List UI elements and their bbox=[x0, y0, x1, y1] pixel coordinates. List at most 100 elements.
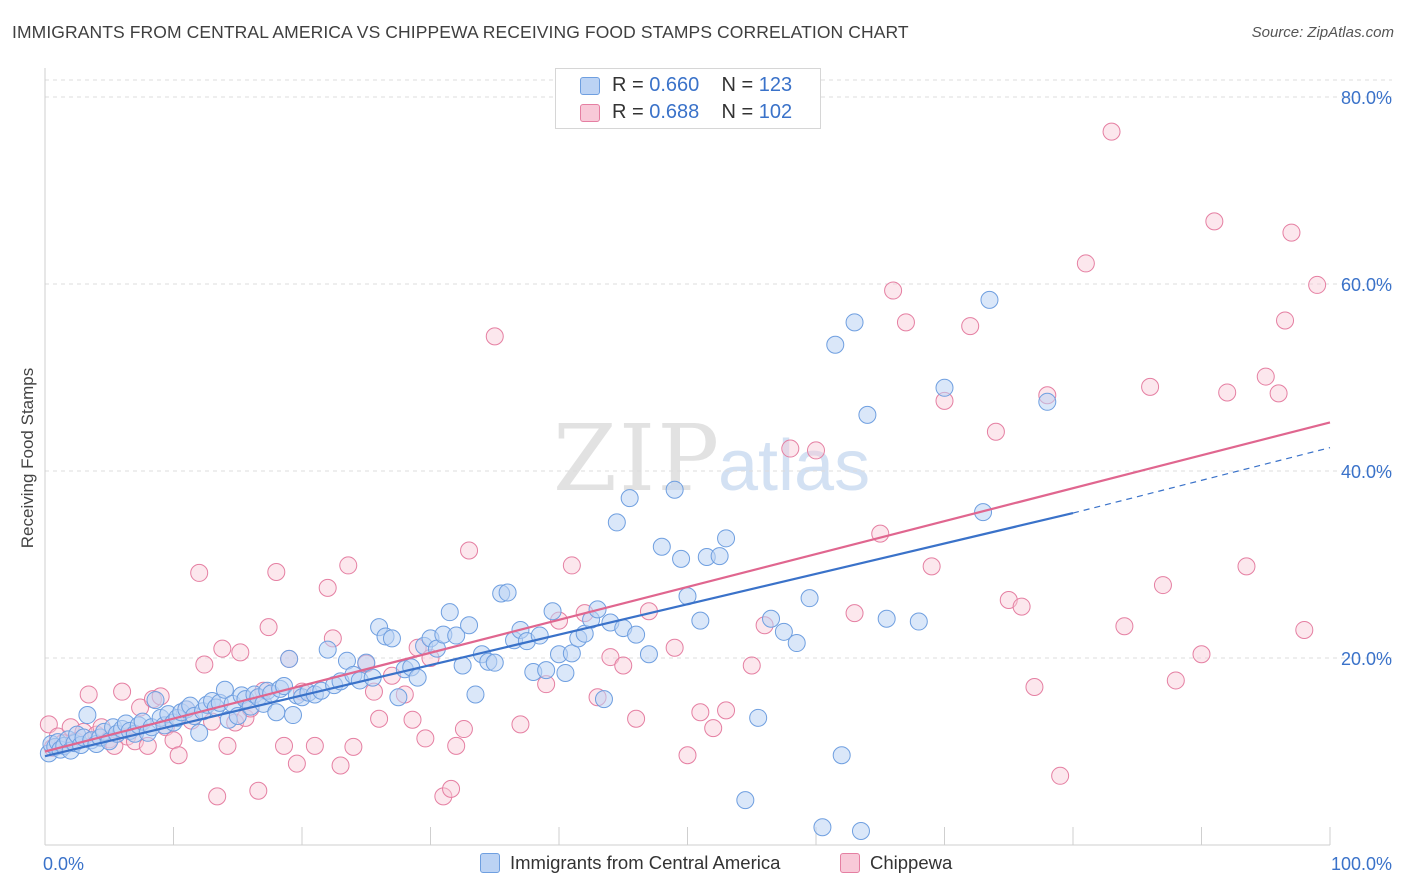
point-central-america bbox=[620, 489, 639, 508]
point-central-america bbox=[389, 688, 408, 707]
point-chippewa bbox=[1141, 377, 1160, 396]
point-chippewa bbox=[986, 422, 1005, 441]
point-central-america bbox=[672, 549, 691, 568]
watermark-atlas: atlas bbox=[718, 426, 870, 506]
point-central-america bbox=[652, 537, 671, 556]
point-chippewa bbox=[665, 638, 684, 657]
legend-r-label: R = bbox=[612, 74, 644, 96]
point-central-america bbox=[762, 609, 781, 628]
series-legend-pink[interactable]: Chippewa bbox=[840, 852, 952, 876]
point-chippewa bbox=[485, 327, 504, 346]
point-central-america bbox=[858, 405, 877, 424]
point-chippewa bbox=[305, 736, 324, 755]
point-central-america bbox=[318, 640, 337, 659]
legend-swatch-blue bbox=[580, 77, 600, 95]
point-central-america bbox=[691, 611, 710, 630]
point-chippewa bbox=[781, 439, 800, 458]
point-chippewa bbox=[704, 719, 723, 738]
legend-r-label: R = bbox=[612, 101, 644, 123]
point-chippewa bbox=[218, 736, 237, 755]
point-chippewa bbox=[627, 709, 646, 728]
point-central-america bbox=[215, 680, 234, 699]
point-central-america bbox=[146, 691, 165, 710]
point-chippewa bbox=[195, 655, 214, 674]
point-chippewa bbox=[442, 779, 461, 798]
point-central-america bbox=[78, 706, 97, 725]
point-chippewa bbox=[79, 685, 98, 704]
point-chippewa bbox=[601, 648, 620, 667]
y-tick-label: 80.0% bbox=[1341, 88, 1392, 108]
source-link[interactable]: ZipAtlas.com bbox=[1307, 24, 1394, 41]
point-central-america bbox=[717, 529, 736, 548]
point-central-america bbox=[826, 335, 845, 354]
point-chippewa bbox=[1276, 311, 1295, 330]
point-chippewa bbox=[213, 639, 232, 658]
point-chippewa bbox=[259, 618, 278, 637]
point-chippewa bbox=[922, 557, 941, 576]
trendline-chippewa bbox=[44, 421, 1331, 753]
point-central-america bbox=[749, 708, 768, 727]
y-tick-label: 60.0% bbox=[1341, 275, 1392, 295]
point-central-america bbox=[280, 649, 299, 668]
point-chippewa bbox=[416, 729, 435, 748]
point-chippewa bbox=[113, 682, 132, 701]
legend-n-label: N = bbox=[721, 101, 754, 123]
legend-swatch-pink bbox=[580, 104, 600, 122]
chart-title: IMMIGRANTS FROM CENTRAL AMERICA VS CHIPP… bbox=[12, 22, 909, 42]
point-chippewa bbox=[1282, 223, 1301, 242]
point-chippewa bbox=[275, 736, 294, 755]
legend-n-label: N = bbox=[721, 74, 754, 96]
point-chippewa bbox=[742, 656, 761, 675]
point-central-america bbox=[909, 612, 928, 631]
point-central-america bbox=[1038, 392, 1057, 411]
legend-n-value: 123 bbox=[758, 74, 793, 96]
point-chippewa bbox=[339, 556, 358, 575]
point-central-america bbox=[813, 818, 832, 837]
point-chippewa bbox=[318, 578, 337, 597]
correlation-legend: R = 0.660 N = 123 R = 0.688 N = 102 bbox=[555, 68, 821, 129]
point-chippewa bbox=[190, 563, 209, 582]
point-central-america bbox=[485, 653, 504, 672]
source-attribution: Source: ZipAtlas.com bbox=[1252, 24, 1394, 41]
point-chippewa bbox=[287, 754, 306, 773]
point-central-america bbox=[562, 644, 581, 663]
series-legend-blue[interactable]: Immigrants from Central America bbox=[480, 852, 780, 876]
point-central-america bbox=[845, 313, 864, 332]
point-chippewa bbox=[267, 562, 286, 581]
point-chippewa bbox=[169, 746, 188, 765]
point-chippewa bbox=[1012, 597, 1031, 616]
point-central-america bbox=[537, 661, 556, 680]
series-name-blue: Immigrants from Central America bbox=[510, 852, 781, 873]
point-chippewa bbox=[331, 756, 350, 775]
y-axis-label: Receiving Food Stamps bbox=[18, 367, 37, 549]
point-central-america bbox=[440, 603, 459, 622]
point-chippewa bbox=[961, 317, 980, 336]
point-chippewa bbox=[370, 709, 389, 728]
source-prefix: Source: bbox=[1251, 24, 1304, 41]
point-chippewa bbox=[1115, 617, 1134, 636]
point-chippewa bbox=[614, 656, 633, 675]
point-chippewa bbox=[1076, 254, 1095, 273]
point-chippewa bbox=[1269, 384, 1288, 403]
point-chippewa bbox=[845, 604, 864, 623]
point-chippewa bbox=[807, 441, 825, 460]
point-chippewa bbox=[164, 731, 183, 750]
point-central-america bbox=[832, 746, 851, 765]
point-central-america bbox=[267, 703, 286, 722]
point-chippewa bbox=[1153, 576, 1172, 595]
point-chippewa bbox=[447, 736, 466, 755]
legend-r-value: 0.688 bbox=[649, 101, 700, 123]
point-central-america bbox=[639, 645, 658, 664]
point-central-america bbox=[787, 634, 806, 653]
point-chippewa bbox=[1205, 212, 1224, 231]
x-tick-label: 100.0% bbox=[1331, 854, 1392, 874]
legend-r-value: 0.660 bbox=[649, 74, 700, 96]
point-chippewa bbox=[1295, 620, 1314, 639]
point-chippewa bbox=[1051, 766, 1070, 785]
point-central-america bbox=[466, 685, 485, 704]
point-chippewa bbox=[1192, 645, 1211, 664]
point-central-america bbox=[935, 378, 954, 397]
point-chippewa bbox=[691, 703, 710, 722]
legend-n-value: 102 bbox=[758, 101, 793, 123]
